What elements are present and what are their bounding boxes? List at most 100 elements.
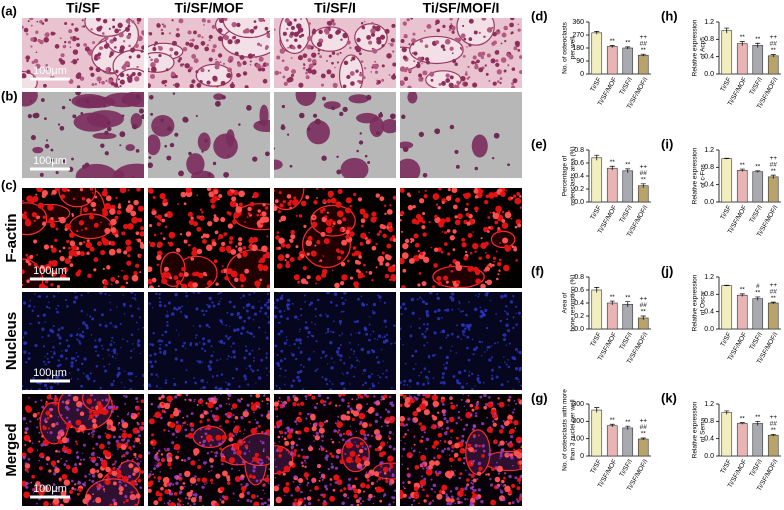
- nucleus-dot: [94, 309, 97, 312]
- actin-dot: [340, 281, 344, 285]
- nucleus-dot: [47, 334, 50, 337]
- actin-dot: [174, 444, 180, 450]
- nucleus-dot: [389, 431, 392, 434]
- actin-dot: [340, 251, 344, 255]
- actin-dot: [436, 204, 438, 206]
- nucleus-dot: [264, 493, 265, 494]
- actin-dot: [214, 259, 218, 263]
- nucleus-dot: [250, 332, 253, 335]
- bar: [607, 303, 617, 329]
- nucleus-dot: [92, 460, 95, 463]
- actin-dot: [80, 188, 83, 191]
- actin-dot: [89, 213, 93, 217]
- nucleus-dot: [158, 450, 161, 453]
- actin-dot: [75, 271, 80, 276]
- actin-dot: [121, 270, 123, 272]
- nucleus-dot: [23, 350, 26, 353]
- nucleus-dot: [261, 414, 264, 417]
- nucleus-dot: [339, 433, 343, 437]
- nucleus-dot: [121, 382, 122, 383]
- actin-dot: [389, 437, 391, 439]
- nucleus-dot: [286, 336, 287, 337]
- nucleus-dot: [132, 343, 134, 345]
- actin-dot: [147, 266, 153, 272]
- dot: [431, 79, 434, 82]
- dot: [446, 73, 450, 77]
- actin-dot: [323, 199, 327, 203]
- nucleus-dot: [356, 431, 357, 432]
- dot: [136, 66, 138, 68]
- actin-dot: [139, 255, 142, 258]
- actin-dot: [39, 283, 45, 289]
- nucleus-dot: [159, 304, 162, 307]
- dot: [413, 60, 415, 62]
- nucleus-dot: [479, 396, 482, 399]
- actin-dot: [439, 222, 444, 227]
- actin-dot: [117, 470, 121, 474]
- nucleus-dot: [238, 385, 240, 387]
- nucleus-dot: [484, 309, 487, 312]
- actin-dot: [44, 244, 49, 249]
- actin-dot: [86, 198, 91, 203]
- actin-dot: [89, 414, 94, 419]
- actin-dot: [314, 486, 319, 491]
- nucleus-dot: [307, 482, 309, 484]
- actin-dot: [387, 222, 392, 227]
- actin-dot: [227, 211, 230, 214]
- nucleus-dot: [433, 377, 435, 379]
- actin-dot: [218, 236, 220, 238]
- nucleus-dot: [58, 450, 60, 452]
- nucleus-dot: [471, 464, 472, 465]
- nucleus-dot: [465, 470, 467, 472]
- nucleus-dot: [28, 397, 30, 399]
- dot: [130, 74, 133, 77]
- y-tick-label: 0.2: [574, 313, 584, 320]
- pit-dot: [215, 101, 221, 107]
- actin-dot: [239, 430, 241, 432]
- actin-dot: [385, 478, 387, 480]
- dot: [92, 41, 95, 44]
- nucleus-dot: [156, 386, 158, 388]
- nucleus-dot: [55, 308, 57, 310]
- actin-dot: [161, 453, 163, 455]
- nucleus-dot: [210, 465, 213, 468]
- nucleus-dot: [473, 489, 476, 492]
- nucleus-dot: [92, 474, 95, 477]
- actin-dot: [297, 256, 301, 260]
- actin-dot: [186, 231, 191, 236]
- nucleus-dot: [23, 456, 26, 459]
- actin-dot: [468, 447, 472, 451]
- actin-dot: [279, 191, 282, 194]
- nucleus-dot: [372, 311, 375, 314]
- actin-dot: [147, 489, 151, 493]
- actin-dot: [365, 271, 367, 273]
- bar: [722, 31, 732, 74]
- dot: [137, 36, 143, 42]
- nucleus-dot: [490, 483, 493, 486]
- nucleus-dot: [274, 442, 276, 444]
- nucleus-dot: [211, 301, 213, 303]
- dot: [250, 64, 252, 66]
- pit-dot: [252, 156, 257, 161]
- actin-dot: [87, 239, 90, 242]
- actin-dot: [356, 269, 360, 273]
- actin-dot: [69, 490, 73, 494]
- actin-dot: [290, 441, 295, 446]
- pit: [125, 144, 135, 151]
- nucleus-dot: [93, 380, 95, 382]
- actin-dot: [483, 406, 487, 410]
- nucleus-dot: [299, 342, 301, 344]
- pit: [151, 115, 174, 137]
- nucleus-dot: [297, 479, 299, 481]
- nucleus-dot: [109, 322, 111, 324]
- actin-dot: [515, 259, 518, 262]
- nucleus-dot: [445, 337, 447, 339]
- actin-dot: [452, 229, 456, 233]
- actin-dot: [335, 404, 337, 406]
- dot: [491, 42, 495, 46]
- actin-dot: [244, 441, 246, 443]
- nucleus-dot: [308, 502, 311, 505]
- dot: [24, 28, 29, 33]
- dot: [149, 56, 151, 58]
- nucleus-dot: [88, 473, 90, 475]
